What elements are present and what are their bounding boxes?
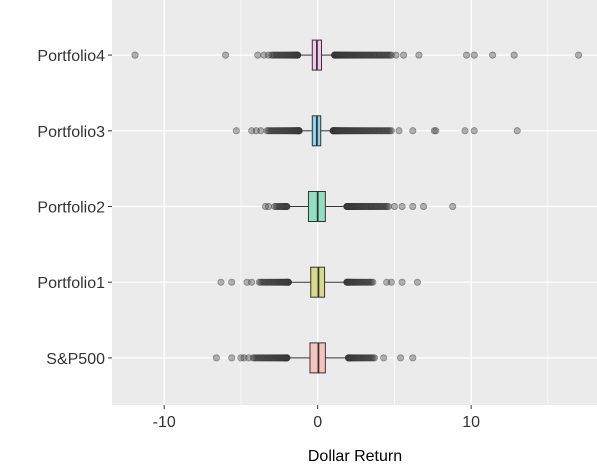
outlier-point <box>400 51 408 59</box>
outlier-point <box>217 278 225 286</box>
box-portfolio1 <box>217 266 421 298</box>
outlier-point <box>432 127 440 135</box>
outlier-point <box>232 127 240 135</box>
outlier-point <box>392 51 400 59</box>
outlier-point <box>413 278 421 286</box>
outlier-point <box>263 127 271 135</box>
outlier-point <box>248 278 256 286</box>
outlier-point <box>265 51 273 59</box>
y-tick-label: Portfolio1 <box>37 275 105 292</box>
x-axis-title: Dollar Return <box>308 448 402 465</box>
outlier-point <box>228 278 236 286</box>
outlier-point <box>420 203 428 211</box>
y-tick-label: Portfolio3 <box>37 124 105 141</box>
outlier-point <box>430 127 438 135</box>
outlier-point <box>245 354 253 362</box>
outlier-point <box>390 203 398 211</box>
outlier-point <box>398 203 406 211</box>
outlier-point <box>387 127 395 135</box>
outlier-point <box>271 203 279 211</box>
y-tick-label: S&P500 <box>46 351 105 368</box>
outlier-point <box>369 278 377 286</box>
outlier-point <box>470 127 478 135</box>
x-axis: -10 0 10 <box>153 405 480 431</box>
x-tick-label: 10 <box>462 414 480 431</box>
outlier-point <box>131 51 139 59</box>
outlier-point <box>212 354 220 362</box>
outlier-point <box>395 127 403 135</box>
boxes-layer <box>131 39 583 374</box>
y-tick-label: Portfolio2 <box>37 200 105 217</box>
outlier-point <box>463 51 471 59</box>
plot-panel <box>112 0 597 405</box>
box-sp500 <box>212 342 417 374</box>
outlier-point <box>513 127 521 135</box>
outlier-point <box>222 51 230 59</box>
box-portfolio3 <box>232 115 521 147</box>
outlier-point <box>370 354 378 362</box>
outlier-point <box>254 51 262 59</box>
outlier-point <box>228 354 236 362</box>
outlier-point <box>489 51 497 59</box>
y-tick-label: Portfolio4 <box>37 48 105 65</box>
x-tick-label: -10 <box>153 414 176 431</box>
y-axis: S&P500 Portfolio1 Portfolio2 Portfolio3 Port… <box>37 48 112 368</box>
outlier-point <box>510 51 518 59</box>
outlier-point <box>380 354 388 362</box>
outlier-point <box>461 127 469 135</box>
outlier-point <box>470 51 478 59</box>
outlier-point <box>409 354 417 362</box>
box-portfolio4 <box>131 39 583 71</box>
outlier-point <box>449 203 457 211</box>
box-portfolio2 <box>261 191 457 222</box>
x-tick-label: 0 <box>313 414 322 431</box>
outlier-point <box>575 51 583 59</box>
outlier-point <box>265 203 273 211</box>
outlier-point <box>384 203 392 211</box>
outlier-point <box>409 203 417 211</box>
outlier-point <box>397 354 405 362</box>
outlier-point <box>409 127 417 135</box>
outlier-point <box>415 51 423 59</box>
outlier-point <box>387 278 395 286</box>
outlier-point <box>257 127 265 135</box>
outlier-point <box>398 278 406 286</box>
outlier-point <box>255 278 263 286</box>
